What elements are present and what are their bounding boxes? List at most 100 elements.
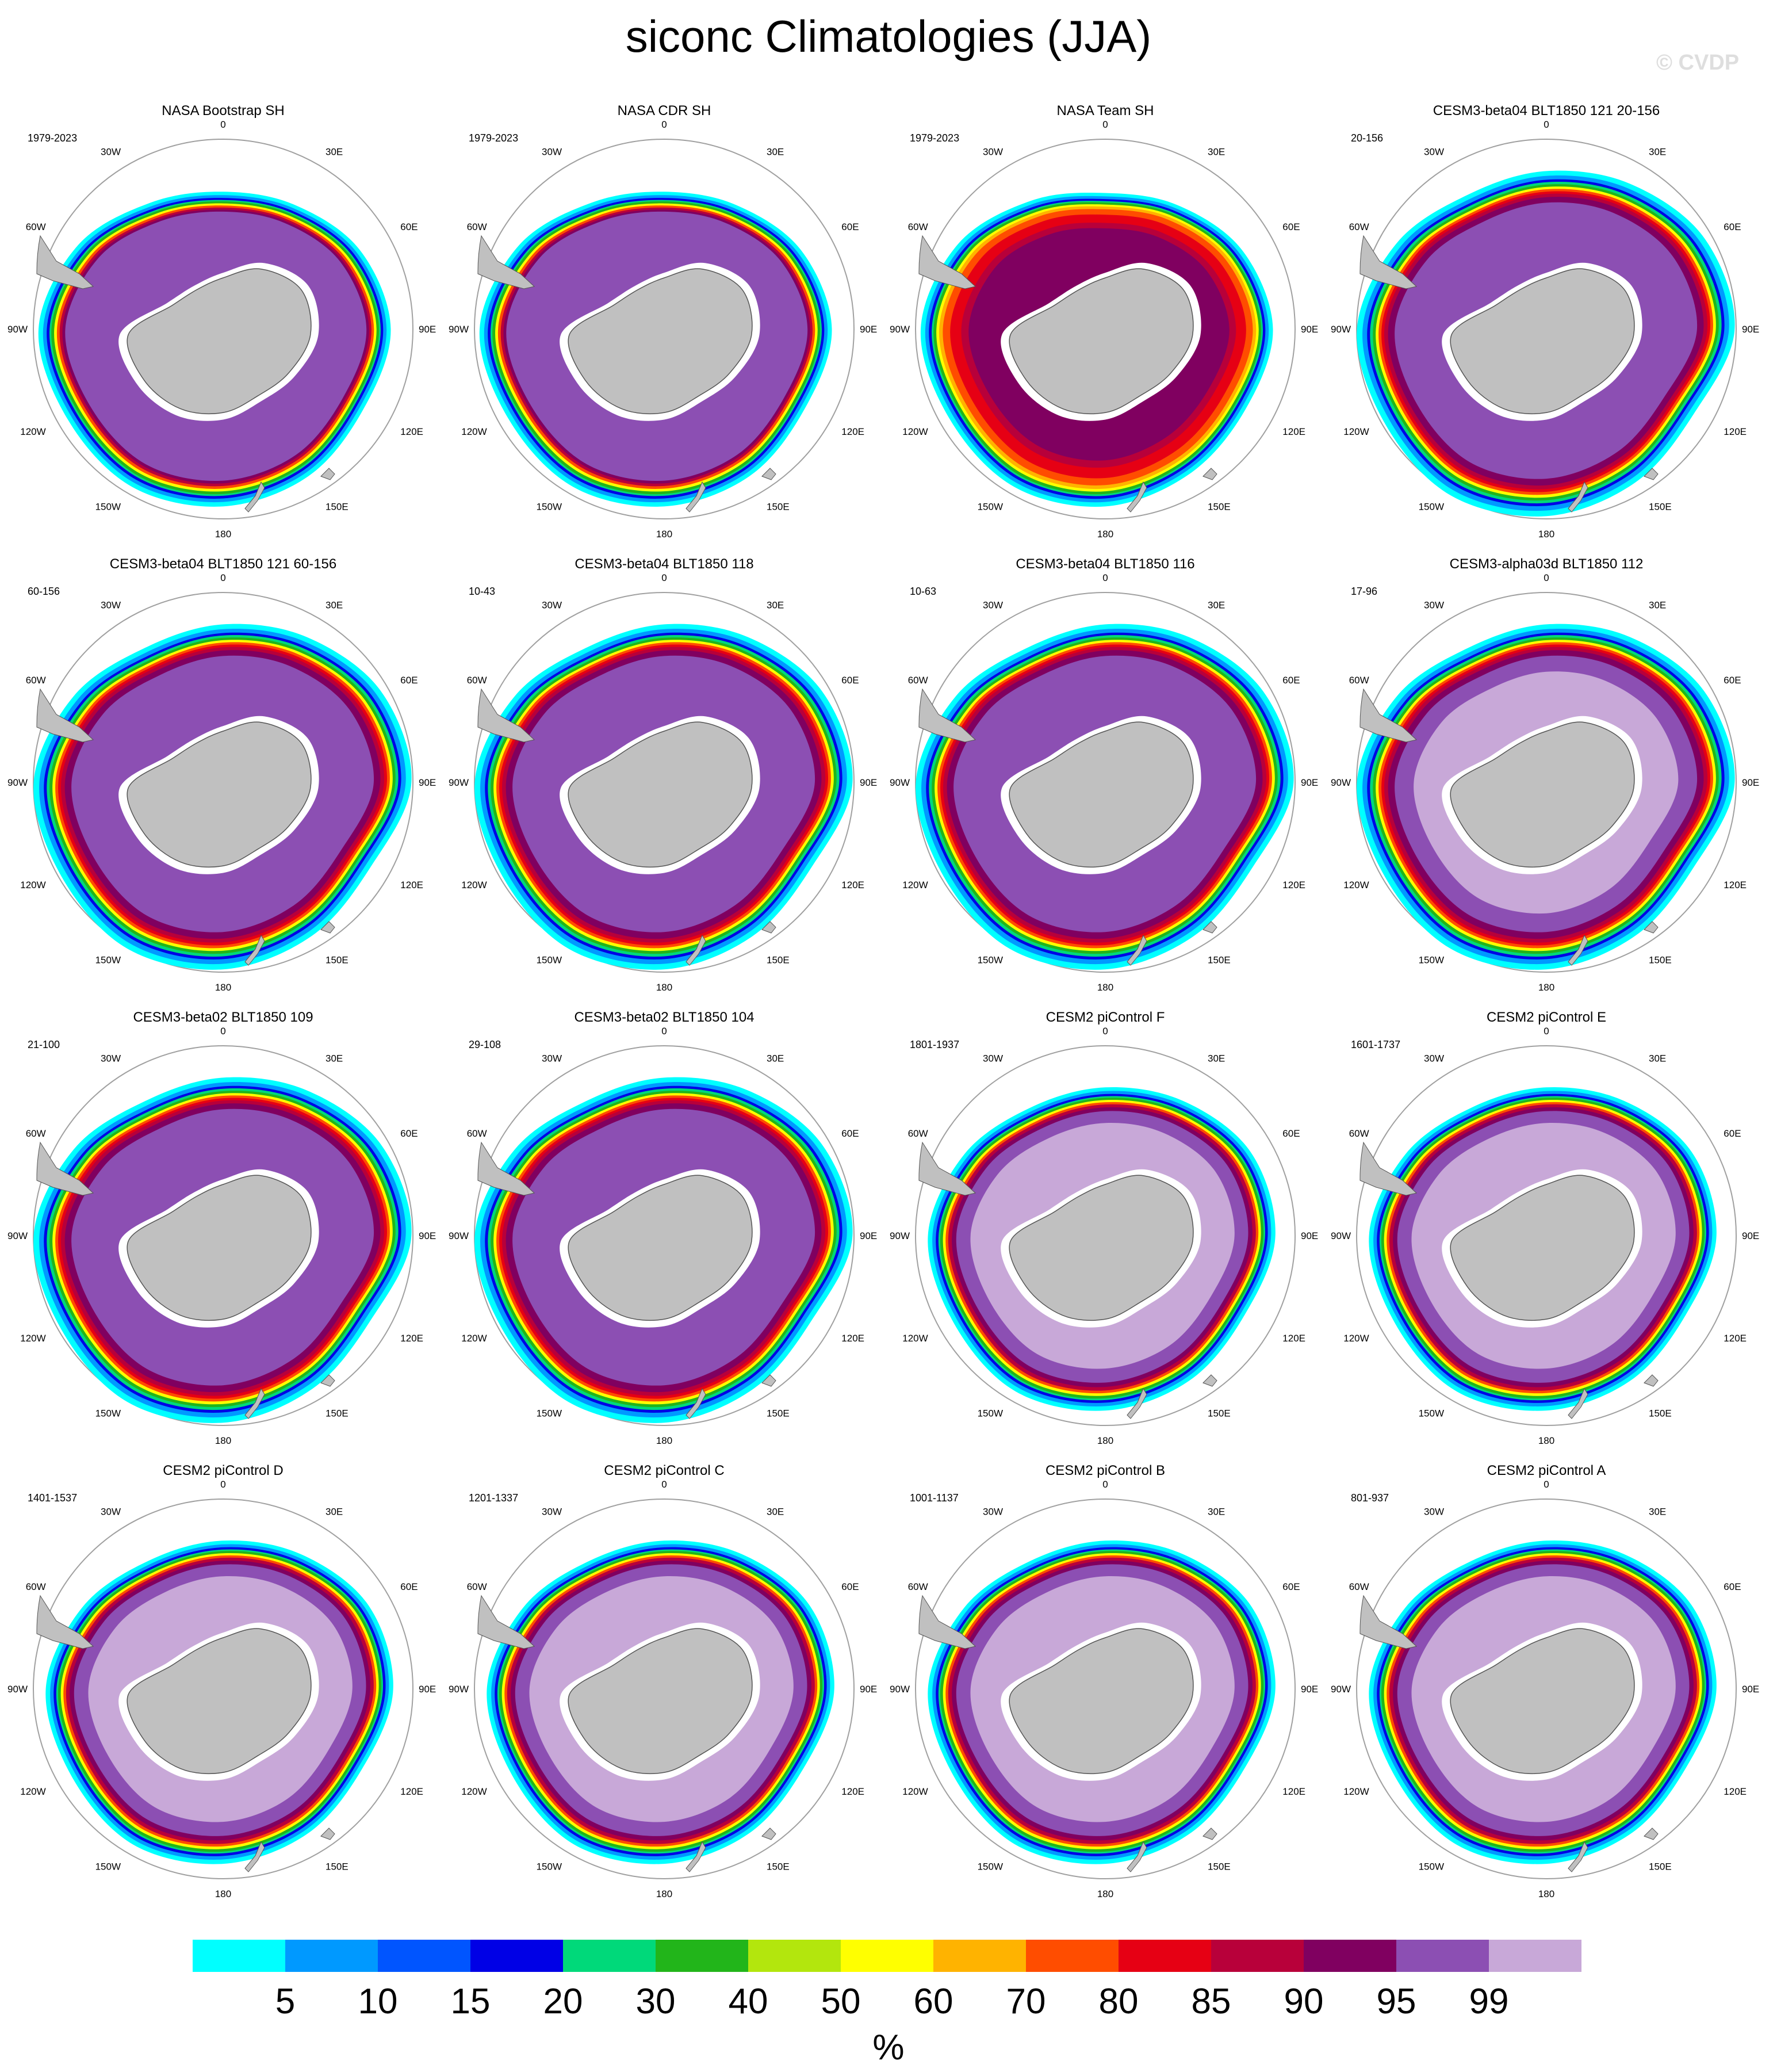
south-america-land [918,688,976,743]
panel-title: CESM3-beta02 BLT1850 104 [574,1010,754,1025]
longitude-label: 0 [220,572,225,583]
longitude-label: 150W [95,1408,121,1419]
new-zealand-land [1568,1387,1588,1419]
longitude-label: 30W [983,600,1003,611]
longitude-label: 90E [1301,777,1318,788]
longitude-label: 60E [400,1128,418,1139]
longitude-label: 90E [1742,777,1759,788]
tasmania-land [1202,1828,1217,1840]
longitude-label: 180 [215,982,231,993]
longitude-label: 60E [1724,1128,1741,1139]
longitude-label: 90E [1742,324,1759,335]
tasmania-land [1202,468,1217,480]
longitude-label: 120W [461,1786,487,1797]
longitude-label: 30W [542,1507,562,1517]
longitude-label: 120W [902,1786,928,1797]
longitude-label: 180 [656,982,672,993]
south-america-land [918,235,976,289]
panel-period: 1979-2023 [469,132,518,144]
longitude-label: 60E [841,675,859,686]
longitude-label: 60W [1349,221,1369,232]
panel-title: CESM3-beta02 BLT1850 109 [133,1010,313,1025]
longitude-label: 150W [95,1861,121,1872]
antarctica-land [127,1175,312,1321]
longitude-label: 120W [1343,1786,1369,1797]
tasmania-land [761,921,776,934]
colorbar-swatch [470,1940,563,1972]
colorbar-swatch [1304,1940,1396,1972]
panel-period: 1201-1337 [469,1492,518,1504]
longitude-label: 0 [1544,572,1549,583]
map-panel: CESM3-beta04 BLT1850 116 10-63 0 30E 60E 90E 1… [890,556,1318,993]
longitude-label: 60W [26,1128,46,1139]
longitude-label: 150E [1208,1408,1231,1419]
longitude-label: 30W [101,1053,121,1064]
antarctica-land [1450,1628,1635,1775]
antarctica-land [127,721,312,868]
longitude-label: 30W [983,147,1003,158]
longitude-label: 90E [1742,1684,1759,1695]
longitude-label: 120E [1282,880,1305,890]
longitude-label: 30W [542,1053,562,1064]
colorbar-tick-label: 30 [636,1982,676,2021]
longitude-label: 30E [1649,1507,1666,1517]
longitude-label: 150E [1208,954,1231,965]
tasmania-land [1644,1374,1659,1387]
longitude-label: 180 [656,529,672,540]
panel-title: NASA Bootstrap SH [162,103,284,118]
longitude-label: 0 [661,572,667,583]
south-america-land [36,1141,94,1196]
colorbar-tick-label: 20 [543,1982,583,2021]
panel-title: NASA CDR SH [618,103,711,118]
tasmania-land [1202,921,1217,934]
longitude-label: 120E [841,880,864,890]
colorbar-tick-label: 99 [1469,1982,1509,2021]
longitude-label: 150E [767,1861,790,1872]
longitude-label: 60E [400,675,418,686]
longitude-label: 0 [1544,119,1549,130]
map-panels: NASA Bootstrap SH 1979-2023 0 30E 60E 90E 120E… [7,103,1759,1898]
south-america-land [918,1595,976,1649]
panel-title: CESM2 piControl C [604,1463,724,1478]
antarctica-land [1450,268,1635,415]
longitude-label: 120E [841,426,864,437]
panel-period: 1601-1737 [1351,1039,1400,1050]
tasmania-land [320,921,335,934]
longitude-label: 30W [101,1507,121,1517]
longitude-label: 120E [1282,426,1305,437]
longitude-label: 120E [1282,1786,1305,1797]
tasmania-land [320,1828,335,1840]
longitude-label: 150E [1649,954,1672,965]
longitude-label: 90W [890,324,910,335]
longitude-label: 90W [1331,777,1351,788]
longitude-label: 120E [400,1786,423,1797]
longitude-label: 150W [1419,501,1444,512]
longitude-label: 60W [26,1581,46,1592]
map-panel: CESM3-beta02 BLT1850 109 21-100 0 30E 60E 90E… [7,1010,436,1446]
colorbar-tick-label: 10 [358,1982,398,2021]
panel-period: 29-108 [469,1039,501,1050]
longitude-label: 150E [1649,1861,1672,1872]
longitude-label: 150W [1419,1408,1444,1419]
panel-title: CESM3-beta04 BLT1850 116 [1016,556,1194,572]
colorbar-tick-label: 70 [1006,1982,1046,2021]
longitude-label: 120E [400,880,423,890]
longitude-label: 120W [20,426,45,437]
longitude-label: 120E [1724,1333,1747,1344]
longitude-label: 180 [215,1435,231,1446]
longitude-label: 30W [542,147,562,158]
longitude-label: 150W [1419,1861,1444,1872]
longitude-label: 90W [7,1684,28,1695]
longitude-label: 60E [1282,221,1300,232]
longitude-label: 120E [1724,1786,1747,1797]
panel-title: CESM3-alpha03d BLT1850 112 [1450,556,1644,572]
longitude-label: 120W [1343,880,1369,890]
longitude-label: 30W [101,147,121,158]
longitude-label: 120W [902,1333,928,1344]
longitude-label: 180 [215,1888,231,1898]
map-panel: CESM2 piControl E 1601-1737 0 30E 60E 90E 120E… [1331,1010,1759,1446]
longitude-label: 60W [467,1128,487,1139]
longitude-label: 180 [215,529,231,540]
south-america-land [918,1141,976,1196]
colorbar-tick-label: 40 [729,1982,768,2021]
